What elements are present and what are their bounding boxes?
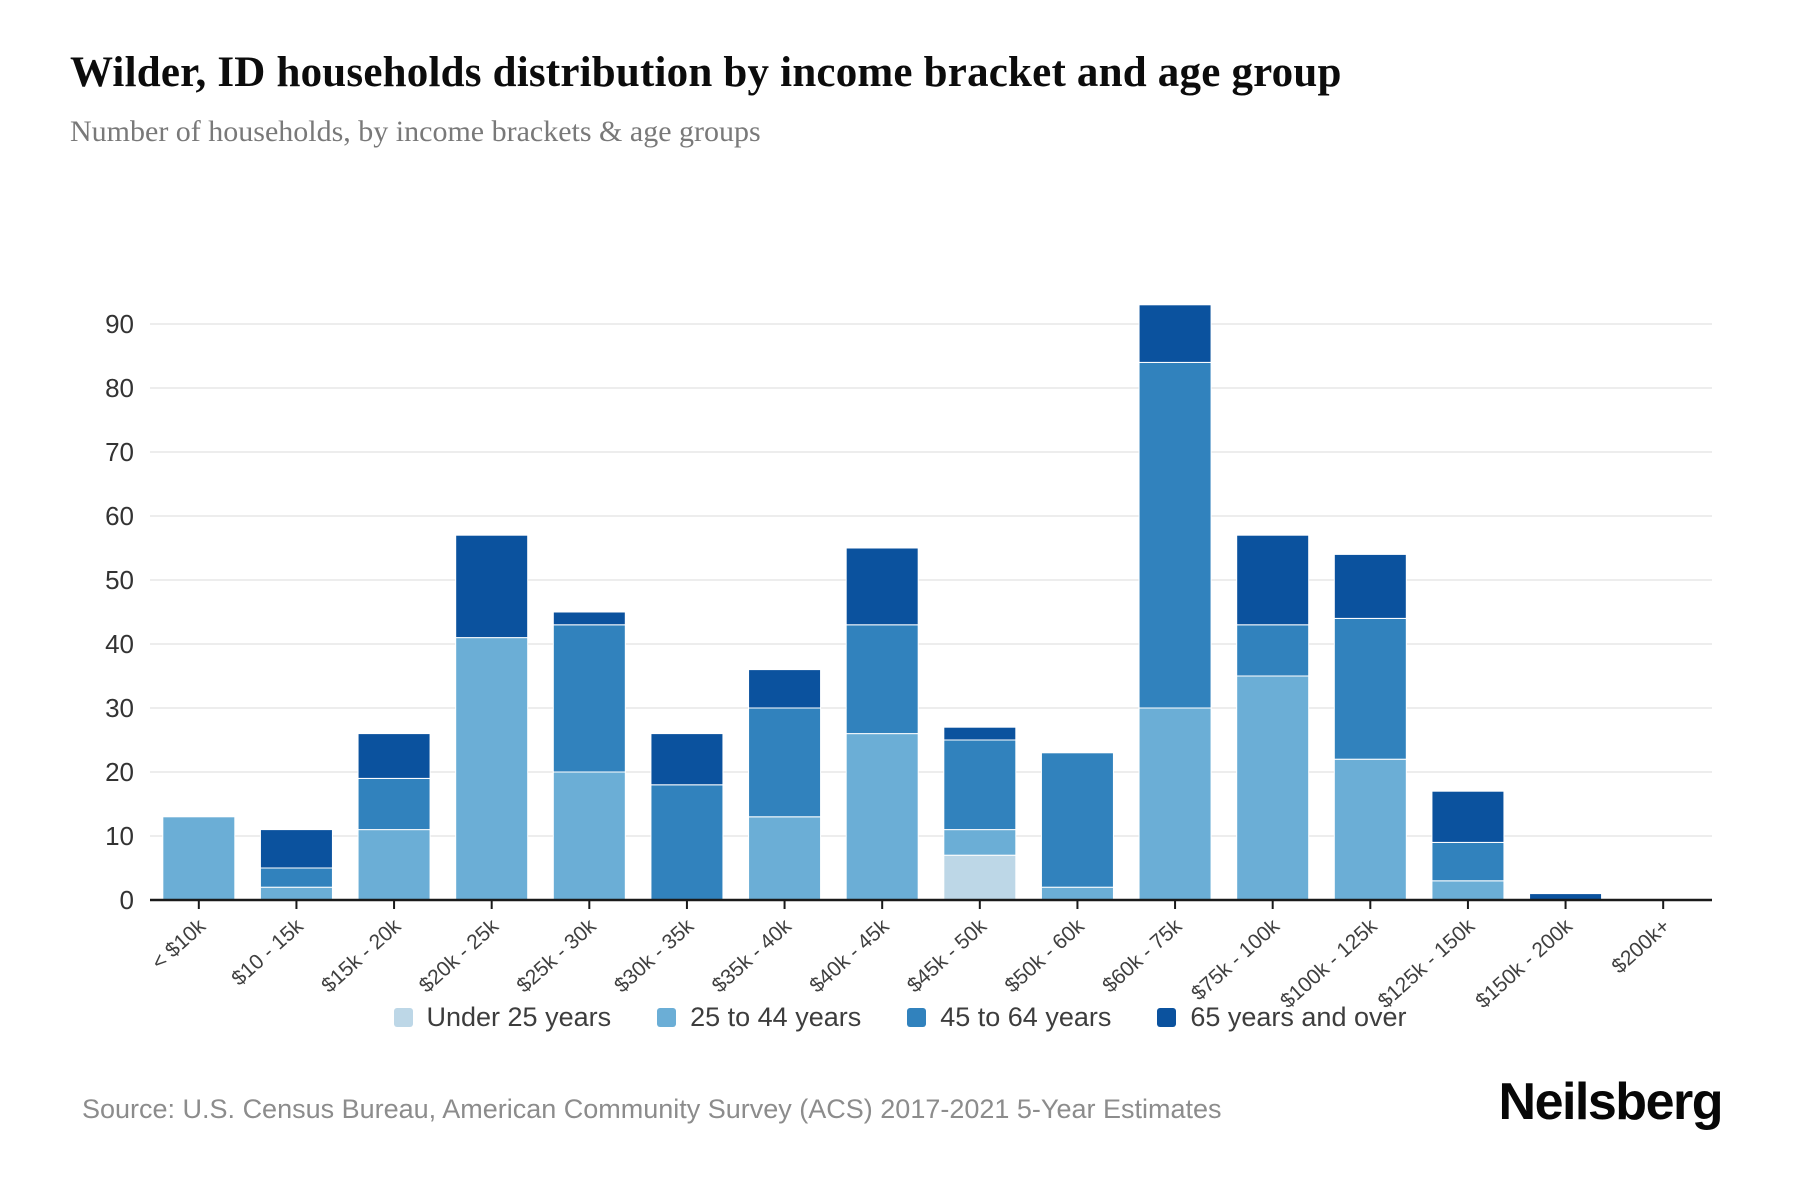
y-axis-tick-label: 90 (105, 309, 134, 339)
bar-segment[interactable] (748, 707, 822, 818)
bar-segment[interactable] (1138, 361, 1212, 709)
bar-segment[interactable] (943, 854, 1017, 901)
x-axis-tick-label: $15k - 20k (317, 914, 406, 997)
bar-segment[interactable] (748, 816, 822, 901)
bar-segment[interactable] (357, 777, 431, 831)
x-axis-tick-label: $25k - 30k (512, 914, 601, 997)
legend-item-label: 65 years and over (1190, 1002, 1407, 1032)
x-axis-tick-label: $30k - 35k (610, 914, 699, 997)
x-axis-tick-label: $45k - 50k (903, 914, 992, 997)
bar-segment[interactable] (943, 829, 1017, 856)
bar-segment[interactable] (1236, 624, 1310, 677)
y-axis-tick-label: 50 (105, 565, 134, 595)
x-axis-tick-label: $125k - 150k (1374, 914, 1480, 1013)
legend-item-45-to-64-years[interactable]: 45 to 64 years (907, 1002, 1111, 1033)
chart-legend: Under 25 years 25 to 44 years 45 to 64 yea… (0, 1002, 1800, 1033)
chart-header: Wilder, ID households distribution by in… (70, 48, 1730, 149)
bar-segment[interactable] (1333, 758, 1407, 901)
bar-segment[interactable] (552, 611, 626, 626)
bar-segment[interactable] (357, 733, 431, 779)
y-axis-tick-label: 30 (105, 693, 134, 723)
page-title: Wilder, ID households distribution by in… (70, 49, 1342, 96)
x-axis-tick-label: $60k - 75k (1098, 914, 1187, 997)
legend-swatch (657, 1008, 677, 1027)
bar-segment[interactable] (1236, 534, 1310, 626)
bar-segment[interactable] (552, 624, 626, 773)
y-axis-tick-label: 20 (105, 757, 134, 787)
legend-swatch (393, 1008, 413, 1027)
legend-item-label: 45 to 64 years (940, 1002, 1112, 1032)
y-axis-tick-label: 70 (105, 437, 134, 467)
bar-segment[interactable] (1236, 675, 1310, 901)
x-axis-tick-label: < $10k (147, 914, 210, 974)
x-axis-tick-label: $40k - 45k (805, 914, 894, 997)
x-axis-tick-label: $75k - 100k (1187, 914, 1284, 1005)
bar-segment[interactable] (1333, 617, 1407, 760)
x-axis-tick-label: $150k - 200k (1471, 914, 1577, 1013)
bar-segment[interactable] (845, 733, 919, 901)
bar-segment[interactable] (1040, 886, 1114, 901)
legend-swatch (1157, 1008, 1177, 1027)
x-axis-tick-label: $10 - 15k (227, 914, 308, 990)
bar-segment[interactable] (1333, 553, 1407, 619)
x-axis-tick-label: $100k - 125k (1276, 914, 1382, 1013)
legend-item-under-25-years[interactable]: Under 25 years (393, 1002, 612, 1033)
x-axis-tick-label: $200k+ (1608, 915, 1675, 979)
bar-segment[interactable] (845, 624, 919, 735)
bar-segment[interactable] (162, 816, 236, 901)
bar-segment[interactable] (650, 784, 724, 901)
x-axis-tick-label: $35k - 40k (708, 914, 797, 997)
bar-segment[interactable] (1431, 841, 1505, 882)
y-axis-tick-label: 0 (120, 885, 134, 915)
bar-segment[interactable] (357, 829, 431, 901)
bar-segment[interactable] (259, 829, 333, 869)
legend-item-label: 25 to 44 years (690, 1002, 862, 1032)
y-axis-tick-label: 10 (105, 821, 134, 851)
bar-segment[interactable] (943, 726, 1017, 741)
legend-item-label: Under 25 years (426, 1002, 612, 1032)
bar-segment[interactable] (1040, 752, 1114, 888)
bar-segment[interactable] (259, 867, 333, 888)
bar-segment[interactable] (455, 637, 529, 901)
chart-footer: Source: U.S. Census Bureau, American Com… (82, 1072, 1724, 1162)
bar-segment[interactable] (1138, 707, 1212, 901)
legend-item-25-to-44-years[interactable]: 25 to 44 years (657, 1002, 861, 1033)
bar-segment[interactable] (1138, 304, 1212, 363)
bar-segment[interactable] (552, 771, 626, 901)
legend-item-65-years-and-over[interactable]: 65 years and over (1157, 1002, 1407, 1033)
x-axis-tick-label: $50k - 60k (1001, 914, 1090, 997)
source-attribution: Source: U.S. Census Bureau, American Com… (82, 1094, 1222, 1124)
bar-segment[interactable] (259, 886, 333, 901)
bar-segment[interactable] (455, 534, 529, 639)
y-axis-tick-label: 80 (105, 373, 134, 403)
legend-swatch (907, 1008, 927, 1027)
y-axis-tick-label: 40 (105, 629, 134, 659)
bar-segment[interactable] (1431, 790, 1505, 843)
neilsberg-logo: Neilsberg (1498, 1073, 1724, 1131)
page-subtitle: Number of households, by income brackets… (70, 115, 761, 149)
bar-segment[interactable] (650, 733, 724, 786)
x-axis-tick-label: $20k - 25k (415, 914, 504, 997)
bar-segment[interactable] (845, 547, 919, 626)
y-axis-tick-label: 60 (105, 501, 134, 531)
bar-segment[interactable] (943, 739, 1017, 831)
bar-segment[interactable] (748, 669, 822, 709)
bar-segment[interactable] (1431, 880, 1505, 901)
